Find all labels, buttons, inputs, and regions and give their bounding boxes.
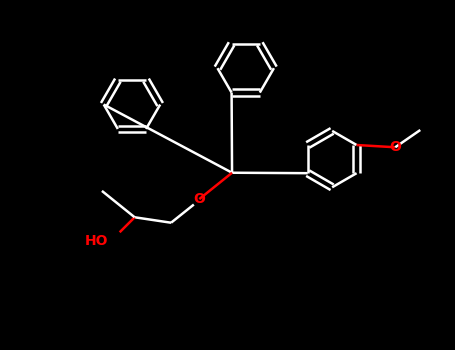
Text: O: O [389, 140, 401, 154]
Text: O: O [193, 192, 205, 206]
Text: HO: HO [85, 234, 109, 248]
